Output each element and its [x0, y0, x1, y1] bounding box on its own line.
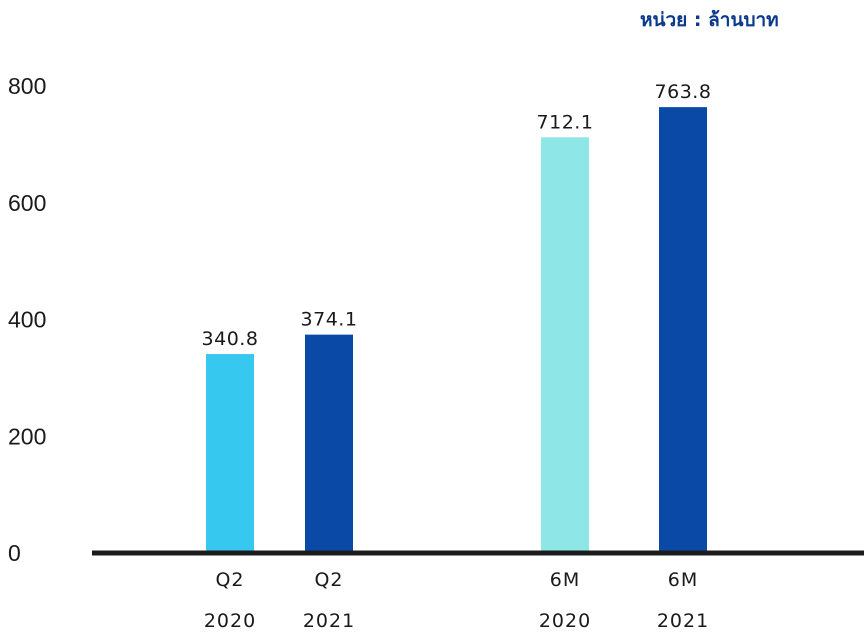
data-labels-group: 340.8 374.1 712.1 763.8	[202, 81, 712, 350]
x-tick-label-line2: 2020	[204, 610, 256, 632]
bar	[305, 334, 353, 553]
x-tick-label-line2: 2021	[303, 610, 355, 632]
x-tick-label-line1: 6M	[550, 569, 580, 591]
y-tick-label: 0	[8, 540, 21, 566]
x-tick-label-line2: 2021	[657, 610, 709, 632]
y-axis: 0 200 400 600 800	[8, 73, 46, 566]
x-axis: Q2 2020 Q2 2021 6M 2020 6M 2021	[204, 569, 709, 632]
data-label: 374.1	[301, 309, 358, 331]
y-tick-label: 800	[8, 73, 46, 99]
x-tick-label-line1: 6M	[668, 569, 698, 591]
data-label: 712.1	[537, 111, 594, 133]
x-tick-label-line1: Q2	[215, 569, 244, 591]
x-tick-label-line2: 2020	[539, 610, 591, 632]
bar	[206, 354, 254, 553]
data-label: 763.8	[655, 81, 712, 103]
unit-label: หน่วย : ล้านบาท	[640, 9, 779, 31]
y-tick-label: 600	[8, 190, 46, 216]
bar	[541, 137, 589, 553]
x-tick-label-line1: Q2	[314, 569, 343, 591]
y-tick-label: 400	[8, 307, 46, 333]
data-label: 340.8	[202, 328, 259, 350]
bars-group	[206, 107, 707, 554]
bar	[659, 107, 707, 554]
y-tick-label: 200	[8, 423, 46, 449]
